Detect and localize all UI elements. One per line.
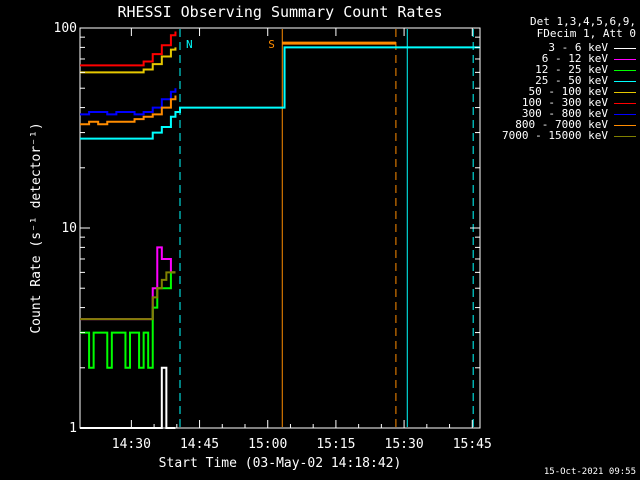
legend-label: 100 - 300 keV (521, 96, 608, 109)
legend-label: 25 - 50 keV (535, 74, 608, 87)
series-line (80, 46, 480, 140)
legend-swatch (614, 102, 636, 104)
legend-entry: 25 - 50 keV (535, 75, 636, 86)
legend-swatch (614, 58, 636, 60)
legend-entry: 300 - 800 keV (522, 108, 636, 119)
y-tick-label: 100 (54, 21, 77, 36)
series-line (80, 47, 177, 74)
legend-label: 7000 - 15000 keV (502, 129, 608, 142)
series-line (80, 88, 177, 116)
legend-header: Det 1,3,4,5,6,9, (530, 15, 636, 28)
x-tick-label: 14:45 (180, 437, 219, 452)
legend-label: 6 - 12 keV (541, 52, 608, 65)
legend-entry: 6 - 12 keV (542, 53, 636, 64)
legend-entry: 3 - 6 keV (548, 42, 636, 53)
legend-label: 300 - 800 keV (521, 107, 608, 120)
series-line (80, 95, 177, 126)
x-tick-label: 15:00 (248, 437, 287, 452)
legend-swatch (614, 69, 636, 71)
legend-label: 800 - 7000 keV (515, 118, 608, 131)
x-tick-label: 15:15 (316, 437, 355, 452)
legend-swatch (614, 91, 636, 93)
footer-date: 15-Oct-2021 09:55 (544, 467, 636, 477)
legend-entry: 800 - 7000 keV (515, 119, 636, 130)
legend-entry: 7000 - 15000 keV (502, 130, 636, 141)
legend-swatch (614, 80, 636, 82)
legend-label: 50 - 100 keV (528, 85, 608, 98)
x-tick-label: 14:30 (112, 437, 151, 452)
legend-swatch (614, 124, 636, 126)
x-axis-label: Start Time (03-May-02 14:18:42) (159, 456, 402, 471)
event-marker-label: S (268, 38, 275, 51)
series-line (80, 31, 177, 67)
chart-title: RHESSI Observing Summary Count Rates (117, 3, 442, 21)
legend-swatch (614, 113, 636, 115)
legend-entry: 50 - 100 keV (529, 86, 636, 97)
x-tick-label: 15:45 (453, 437, 492, 452)
legend-entry: 12 - 25 keV (535, 64, 636, 75)
legend-header: FDecim 1, Att 0 (536, 27, 636, 40)
legend-label: 12 - 25 keV (535, 63, 608, 76)
series-line (80, 366, 176, 429)
y-tick-label: 10 (61, 221, 77, 236)
y-tick-label: 1 (69, 421, 77, 436)
x-tick-label: 15:30 (385, 437, 424, 452)
y-axis-label: Count Rate (s⁻¹ detector⁻¹) (29, 122, 44, 333)
legend-swatch (614, 135, 636, 137)
legend-entry: 100 - 300 keV (522, 97, 636, 108)
event-marker-label: N (186, 38, 193, 51)
legend-label: 3 - 6 keV (548, 41, 608, 54)
legend-swatch (614, 47, 636, 49)
series-line (80, 271, 176, 321)
